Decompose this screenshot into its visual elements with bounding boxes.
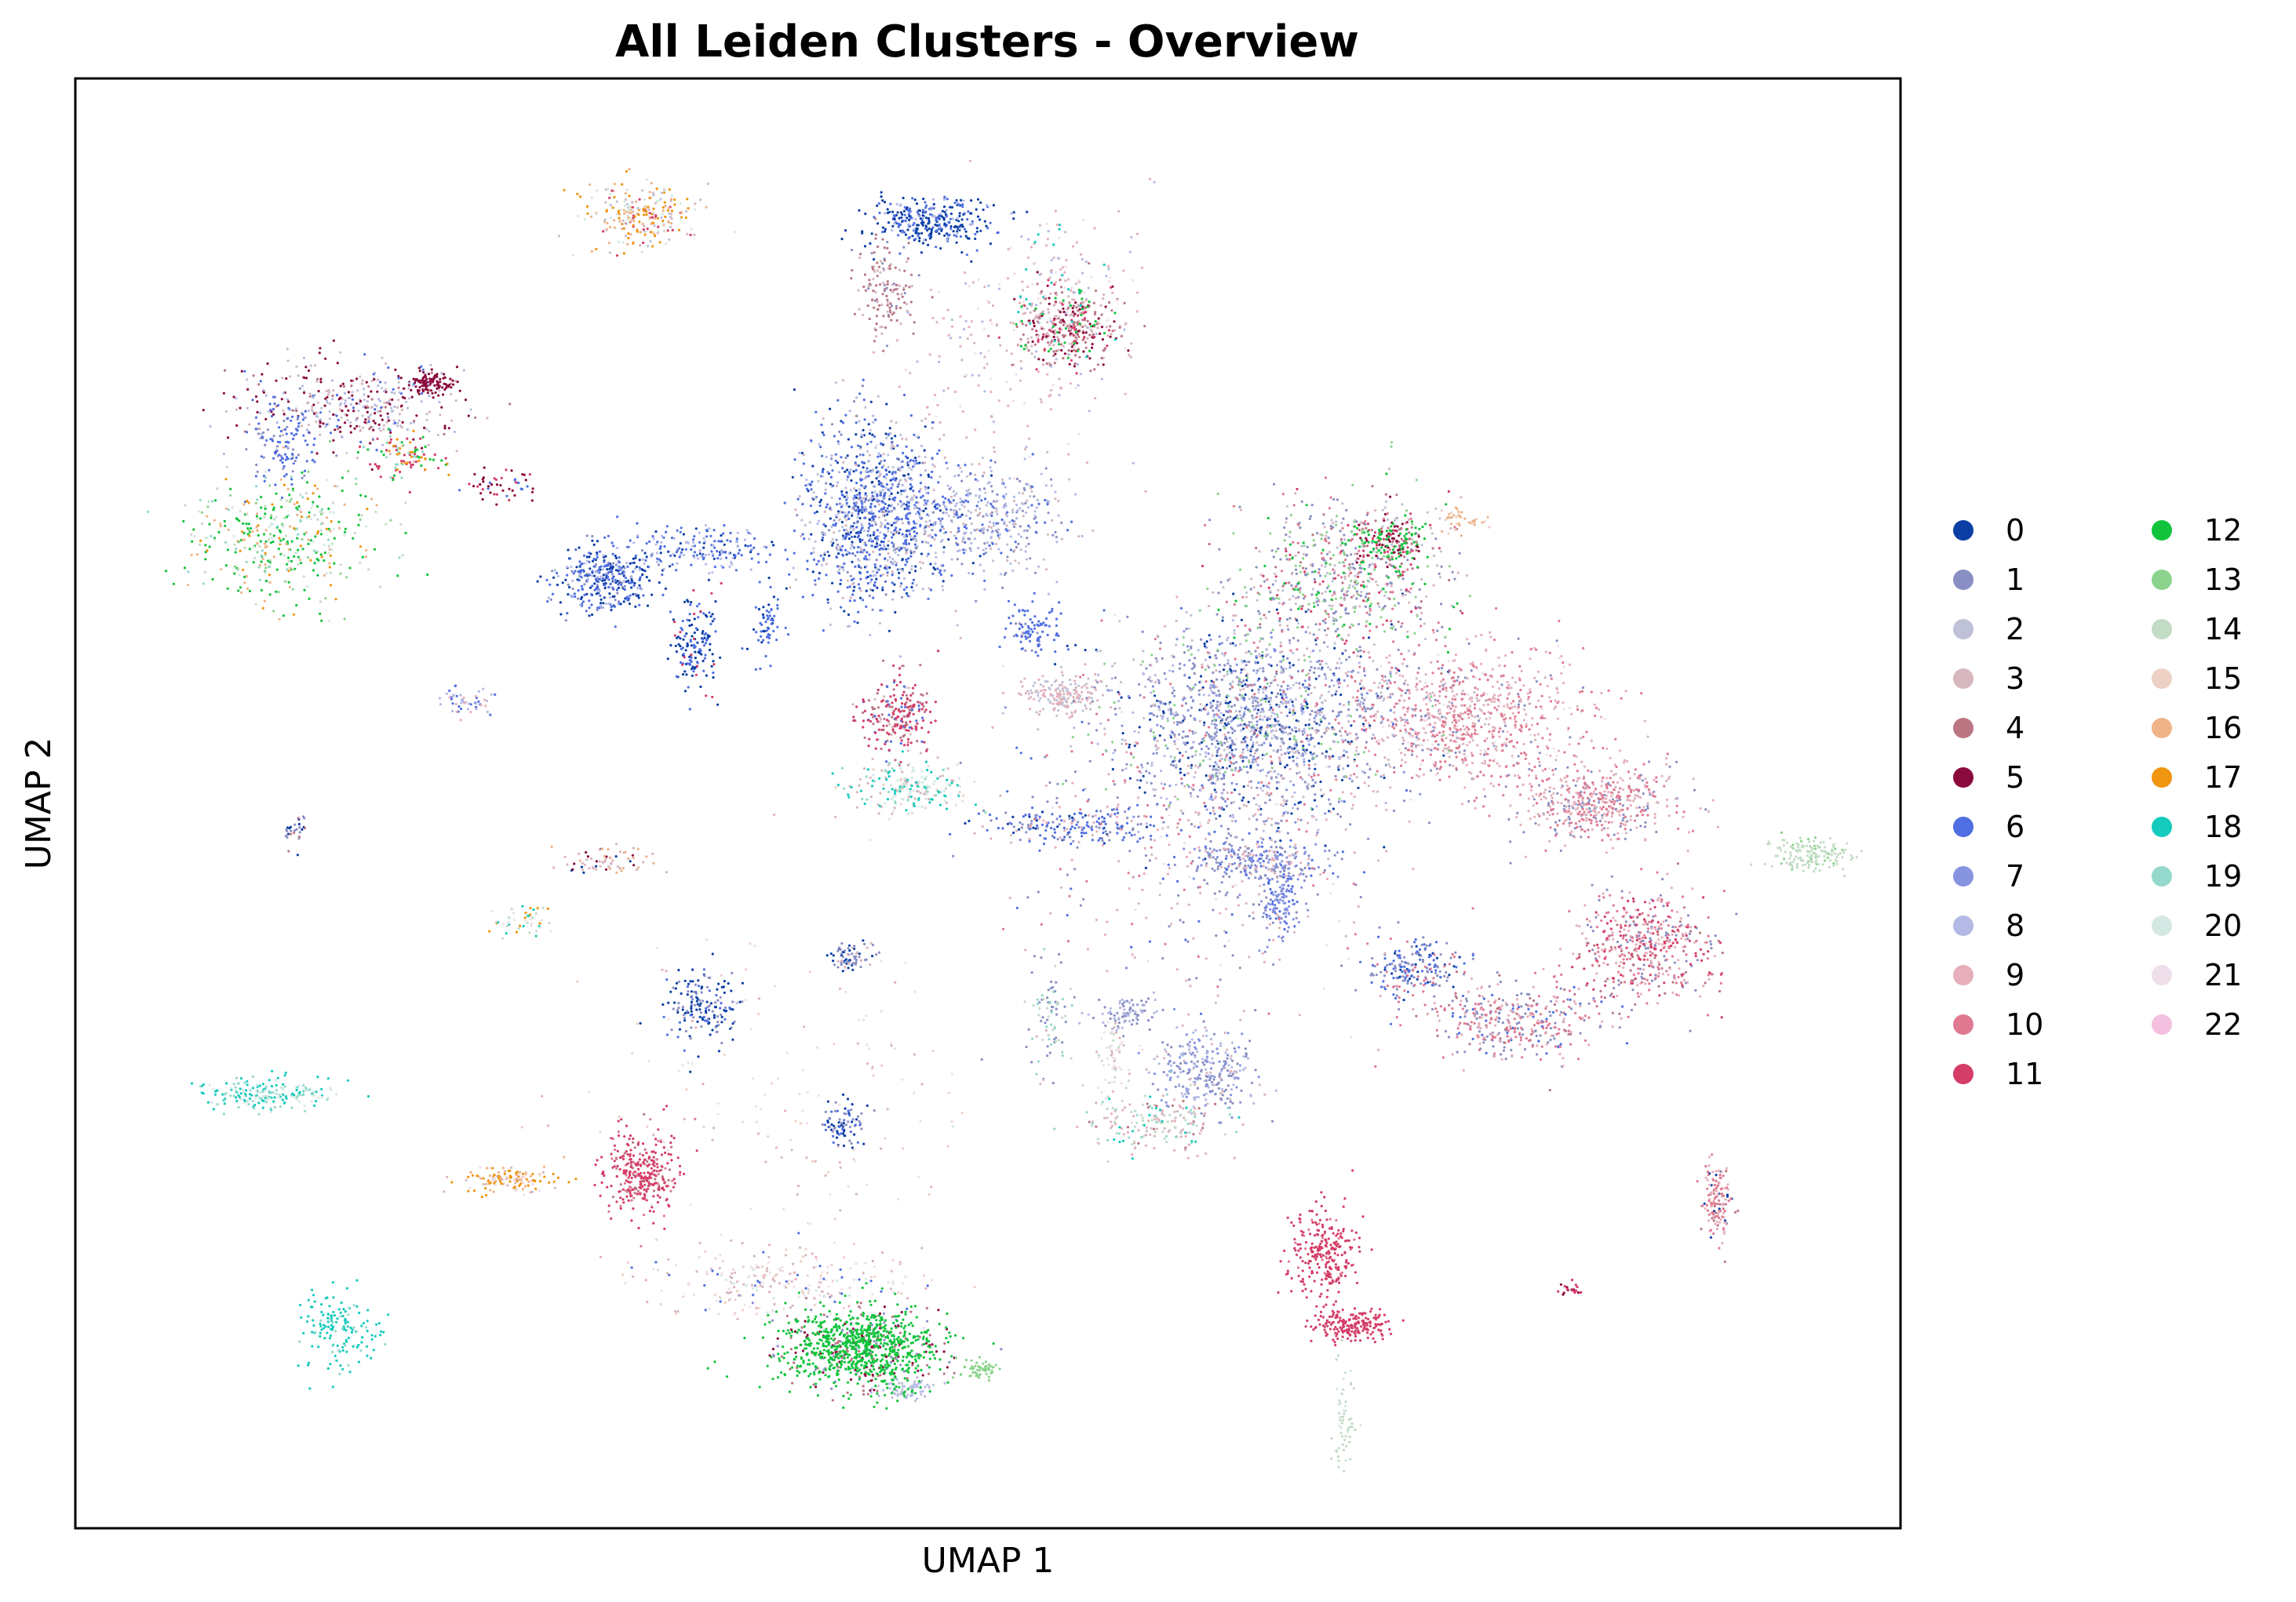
legend-item-3: 3	[1953, 661, 2024, 696]
series-8-points	[209, 180, 1479, 1400]
x-axis-label: UMAP 1	[922, 1541, 1055, 1581]
legend-item-20: 20	[2152, 908, 2242, 943]
legend-label-21: 21	[2204, 958, 2242, 992]
legend-item-4: 4	[1953, 711, 2024, 745]
legend-marker-11	[1953, 1064, 1973, 1084]
series-18-points	[191, 224, 1241, 1390]
legend-item-10: 10	[1953, 1007, 2043, 1042]
legend-marker-16	[2152, 718, 2172, 738]
legend-marker-1	[1953, 570, 1973, 590]
legend-item-5: 5	[1953, 760, 2024, 795]
legend-marker-6	[1953, 817, 1973, 837]
legend-label-15: 15	[2204, 661, 2242, 696]
legend-marker-12	[2152, 520, 2172, 541]
legend-marker-9	[1953, 965, 1973, 985]
legend-item-16: 16	[2152, 711, 2242, 745]
legend-item-8: 8	[1953, 908, 2024, 943]
legend-marker-5	[1953, 767, 1973, 788]
legend-label-13: 13	[2204, 563, 2242, 597]
legend-label-14: 14	[2204, 612, 2242, 646]
plot-frame	[74, 77, 1902, 1530]
series-3-points	[235, 182, 1710, 1320]
scatter-points	[146, 159, 1863, 1473]
legend-item-15: 15	[2152, 661, 2242, 696]
legend-marker-4	[1953, 718, 1973, 738]
legend-label-0: 0	[2006, 513, 2024, 548]
legend-marker-20	[2152, 916, 2172, 936]
legend-item-18: 18	[2152, 810, 2242, 844]
legend-label-2: 2	[2006, 612, 2024, 646]
legend-item-13: 13	[2152, 563, 2242, 597]
series-13-points	[200, 440, 1844, 1382]
legend-label-22: 22	[2204, 1007, 2242, 1042]
legend-item-17: 17	[2152, 760, 2242, 795]
legend-label-10: 10	[2006, 1007, 2043, 1042]
legend-marker-18	[2152, 817, 2172, 837]
legend-label-6: 6	[2006, 810, 2024, 844]
legend-item-22: 22	[2152, 1007, 2242, 1042]
legend-label-8: 8	[2006, 908, 2024, 943]
legend-item-0: 0	[1953, 513, 2024, 548]
legend-label-9: 9	[2006, 958, 2024, 992]
legend-label-19: 19	[2204, 859, 2242, 894]
series-9-points	[448, 159, 1729, 1317]
series-20-points	[193, 178, 1362, 1462]
legend-label-1: 1	[2006, 563, 2024, 597]
series-10-points	[607, 476, 1733, 1281]
legend-marker-17	[2152, 767, 2172, 788]
legend-marker-3	[1953, 668, 1973, 689]
legend-marker-21	[2152, 965, 2172, 985]
legend-marker-10	[1953, 1014, 1973, 1035]
legend-label-5: 5	[2006, 760, 2024, 795]
legend-item-19: 19	[2152, 859, 2242, 894]
series-2-points	[224, 189, 1453, 1403]
legend-label-11: 11	[2006, 1057, 2043, 1091]
legend-item-6: 6	[1953, 810, 2024, 844]
legend-marker-2	[1953, 619, 1973, 639]
legend-marker-7	[1953, 866, 1973, 887]
legend-item-2: 2	[1953, 612, 2024, 646]
legend-marker-22	[2152, 1014, 2172, 1035]
legend-item-11: 11	[1953, 1057, 2043, 1091]
legend-item-9: 9	[1953, 958, 2024, 992]
series-12-points	[164, 289, 1459, 1410]
legend-label-18: 18	[2204, 810, 2242, 844]
legend-marker-15	[2152, 668, 2172, 689]
legend-label-17: 17	[2204, 760, 2242, 795]
legend-item-7: 7	[1953, 859, 2024, 894]
legend-marker-19	[2152, 866, 2172, 887]
chart-title: All Leiden Clusters - Overview	[615, 16, 1359, 67]
series-16-points	[186, 168, 1489, 1193]
y-axis-label: UMAP 2	[19, 737, 59, 870]
legend-item-21: 21	[2152, 958, 2242, 992]
series-4-points	[224, 217, 1740, 1402]
series-21-points	[468, 205, 1606, 1329]
legend-marker-0	[1953, 520, 1973, 541]
legend-label-12: 12	[2204, 513, 2242, 548]
series-7-points	[1004, 598, 1445, 1124]
legend-marker-13	[2152, 570, 2172, 590]
series-11-points	[358, 189, 1723, 1347]
series-6-points	[243, 195, 1628, 1337]
legend-label-4: 4	[2006, 711, 2024, 745]
legend-label-16: 16	[2204, 711, 2242, 745]
legend-item-1: 1	[1953, 563, 2024, 597]
legend-label-20: 20	[2204, 908, 2242, 943]
legend-item-14: 14	[2152, 612, 2242, 646]
legend-marker-8	[1953, 916, 1973, 936]
legend-label-7: 7	[2006, 859, 2024, 894]
legend-label-3: 3	[2006, 661, 2024, 696]
legend-item-12: 12	[2152, 513, 2242, 548]
legend-marker-14	[2152, 619, 2172, 639]
